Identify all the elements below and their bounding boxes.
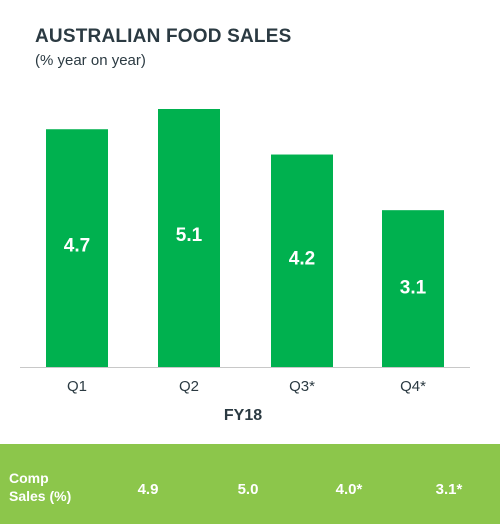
bar-q1 — [46, 129, 108, 367]
x-tick-label: Q2 — [179, 378, 199, 395]
comp-sales-value-q2: 5.0 — [237, 481, 259, 498]
bar-q3 — [271, 154, 333, 367]
bar-q2 — [158, 109, 220, 367]
comp-sales-label: Comp Sales (%) — [9, 469, 71, 505]
comp-sales-value-q1: 4.9 — [137, 481, 159, 498]
comp-sales-label-line1: Comp — [9, 470, 49, 486]
bar-data-label: 4.2 — [289, 249, 315, 270]
bar-chart: 4.7 Q1 5.1 Q2 4.2 Q3* 3.1 Q4* FY18 — [20, 109, 470, 424]
bar-data-label: 3.1 — [400, 277, 427, 298]
x-tick-label: Q3* — [289, 378, 315, 395]
bar-q4 — [382, 210, 444, 367]
x-tick-label: Q1 — [67, 378, 87, 395]
bar-data-label: 5.1 — [176, 225, 203, 246]
chart-title: AUSTRALIAN FOOD SALES — [35, 26, 292, 47]
bar-data-label: 4.7 — [64, 235, 90, 256]
comp-sales-row: Comp Sales (%) 4.9 5.0 4.0* 3.1* — [0, 444, 500, 524]
comp-sales-label-line2: Sales (%) — [9, 488, 72, 504]
comp-sales-value-q3: 4.0* — [335, 481, 363, 498]
chart-subtitle: (% year on year) — [35, 52, 146, 69]
x-axis-label: FY18 — [224, 407, 262, 424]
comp-sales-value-q4: 3.1* — [435, 481, 463, 498]
x-tick-label: Q4* — [400, 378, 426, 395]
